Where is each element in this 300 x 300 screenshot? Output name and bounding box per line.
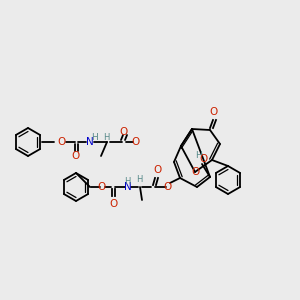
Text: O: O [163,182,171,192]
Text: H: H [103,133,109,142]
Text: H: H [195,151,201,160]
Text: O: O [210,107,218,117]
Text: H: H [92,134,98,142]
Text: O: O [153,165,161,175]
Text: O: O [191,167,199,177]
Text: O: O [200,154,208,164]
Text: O: O [109,199,117,209]
Text: H: H [124,176,130,185]
Text: O: O [120,127,128,137]
Text: O: O [98,182,106,192]
Text: N: N [86,137,94,147]
Text: H: H [136,175,142,184]
Text: O: O [131,137,139,147]
Text: O: O [58,137,66,147]
Text: O: O [71,151,79,161]
Text: N: N [124,182,132,192]
